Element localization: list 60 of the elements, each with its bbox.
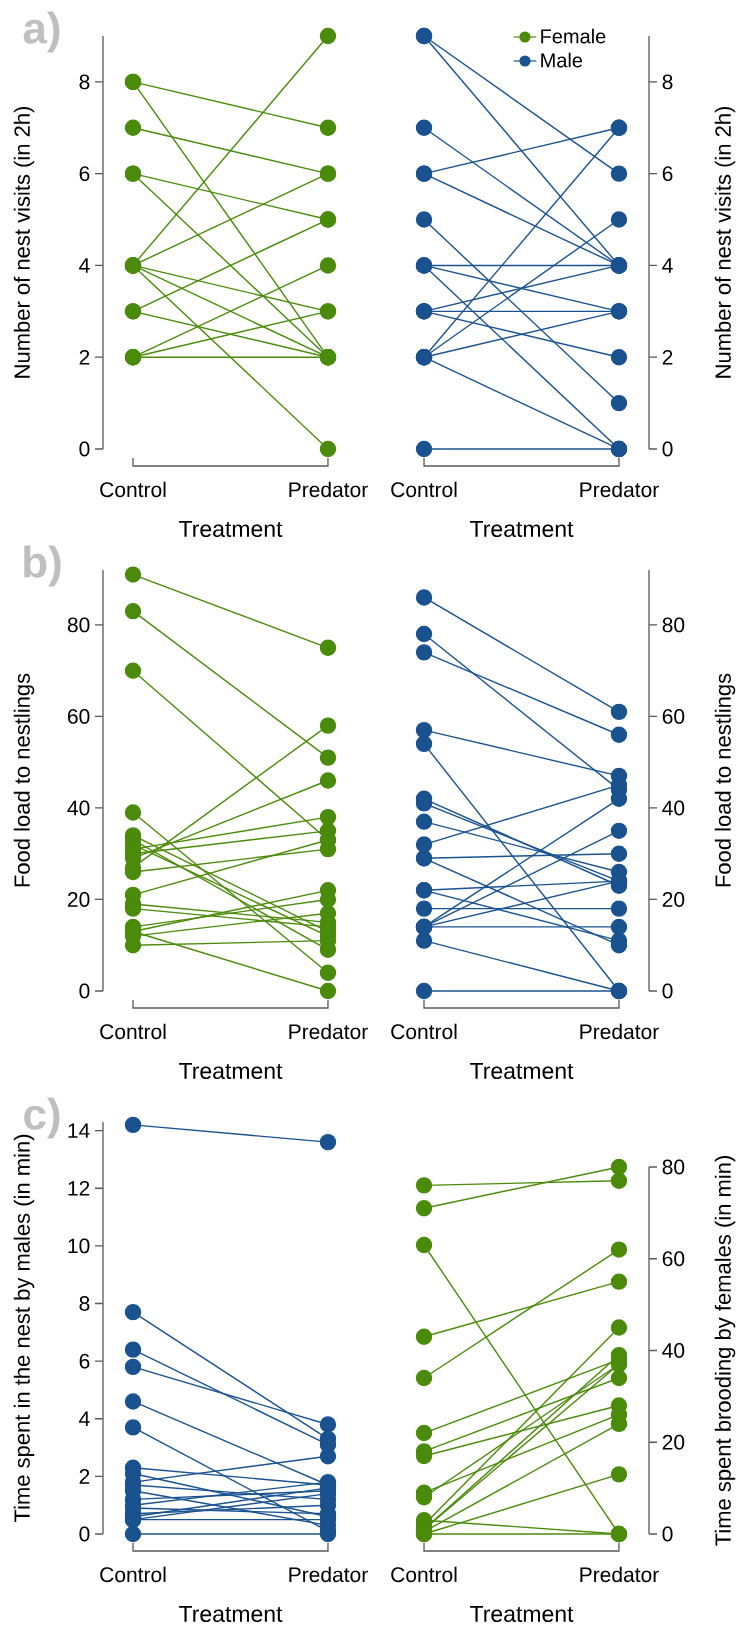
y-tick-label: 20 [662,1434,685,1450]
y-tick-label: 80 [662,1159,685,1175]
x-tick-label: Predator [580,1566,659,1583]
y-tick-label: 4 [79,258,90,273]
y-tick-label: 6 [79,166,90,182]
y-tick-label: 0 [662,441,673,457]
y-tick-label: 6 [662,166,673,182]
y-tick-label: 0 [662,983,673,999]
y-tick-label: 14 [68,1123,90,1138]
x-tick-label: Control [391,1566,457,1583]
y-tick-label: 2 [79,1469,90,1484]
x-tick-label: Control [100,1566,166,1583]
y-tick-label: 20 [67,892,90,907]
chart-title: b) [24,545,61,587]
x-axis-title: Treatment [470,1062,574,1080]
x-tick-label: Predator [580,1023,659,1040]
y-tick-label: 6 [79,1353,90,1369]
chart-title: a) [23,11,60,53]
y-tick-label: 0 [662,1526,673,1542]
x-axis-title: Treatment [179,1062,283,1080]
y-tick-label: 2 [662,349,673,365]
x-axis-title: Treatment [179,1605,283,1623]
x-axis-title: Treatment [470,1605,574,1623]
y-tick-label: 2 [79,349,90,365]
y-tick-label: 40 [662,800,685,816]
y-axis-title: Number of nest visits (in 2h) [13,106,35,378]
x-axis-title: Treatment [179,520,283,538]
x-tick-label: Control [391,1023,457,1040]
y-tick-label: 10 [68,1238,90,1254]
y-tick-label: 4 [662,258,673,273]
y-tick-label: 0 [79,1526,90,1542]
x-tick-label: Control [100,1023,166,1040]
legend-label: Male [541,52,583,68]
x-tick-label: Predator [289,1566,368,1583]
x-tick-label: Predator [580,481,659,498]
x-tick-label: Predator [289,481,368,498]
y-tick-label: 0 [79,441,90,457]
y-tick-label: 8 [662,74,673,90]
y-tick-label: 60 [662,1251,685,1267]
y-axis-title: Food load to nestlings [714,673,736,887]
y-tick-label: 8 [79,74,90,90]
y-axis-title: Time spent brooding by females (in min) [714,1156,736,1546]
x-tick-label: Control [391,481,457,498]
y-tick-label: 40 [67,800,90,816]
y-tick-label: 12 [68,1180,90,1196]
y-axis-title: Number of nest visits (in 2h) [714,106,736,378]
y-tick-label: 60 [662,709,685,724]
legend-label: Female [541,28,606,44]
x-axis-title: Treatment [470,520,574,538]
y-tick-label: 40 [662,1343,685,1358]
x-tick-label: Predator [289,1023,368,1040]
y-tick-label: 60 [67,709,90,724]
y-tick-label: 20 [662,892,685,907]
y-tick-label: 4 [79,1411,90,1426]
x-tick-label: Control [100,481,166,498]
y-tick-label: 80 [67,617,90,633]
y-tick-label: 0 [79,983,90,999]
y-tick-label: 8 [79,1296,90,1311]
y-axis-title: Food load to nestlings [13,673,35,887]
y-tick-label: 80 [662,617,685,633]
